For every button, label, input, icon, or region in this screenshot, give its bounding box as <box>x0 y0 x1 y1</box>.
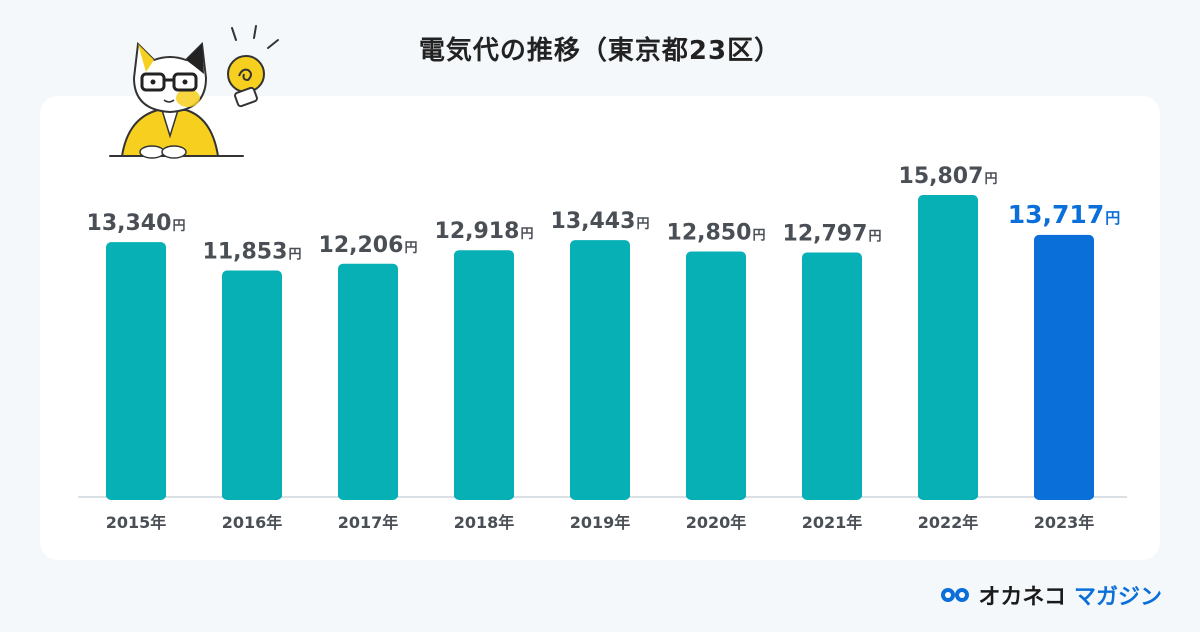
bar-base-2023年 <box>1034 491 1094 497</box>
bar-base-2022年 <box>918 491 978 497</box>
owl-eyes-icon <box>941 588 970 602</box>
value-label-2017年: 12,206円 <box>319 233 418 258</box>
bar-base-2016年 <box>222 491 282 497</box>
chart-title: 電気代の推移（東京都23区） <box>418 36 782 66</box>
lightbulb-icon <box>227 25 279 108</box>
x-tick-label-2022年: 2022年 <box>918 513 979 532</box>
bar-2023年 <box>1034 234 1094 500</box>
bar-2020年 <box>686 251 746 500</box>
bar-2022年 <box>918 195 978 500</box>
value-label-2018年: 12,918円 <box>435 219 534 244</box>
bar-2016年 <box>222 270 282 500</box>
value-label-2016年: 11,853円 <box>203 240 302 265</box>
x-tick-label-2023年: 2023年 <box>1034 513 1095 532</box>
brand-name-part1: オカネコ <box>978 585 1066 610</box>
x-tick-label-2021年: 2021年 <box>802 513 863 532</box>
bar-base-2015年 <box>106 491 166 497</box>
x-tick-label-2016年: 2016年 <box>222 513 283 532</box>
x-tick-label-2015年: 2015年 <box>106 513 167 532</box>
bar-2021年 <box>802 252 862 500</box>
x-tick-label-2020年: 2020年 <box>686 513 747 532</box>
bar-base-2017年 <box>338 491 398 497</box>
bar-base-2018年 <box>454 491 514 497</box>
bar-base-2021年 <box>802 491 862 497</box>
bar-2015年 <box>106 242 166 500</box>
value-label-2021年: 12,797円 <box>783 222 882 247</box>
value-label-2019年: 13,443円 <box>551 209 650 234</box>
bar-2019年 <box>570 240 630 500</box>
cat-mascot-icon <box>109 25 279 159</box>
bar-base-2019年 <box>570 491 630 497</box>
x-tick-label-2017年: 2017年 <box>338 513 399 532</box>
brand-logo: オカネコ マガジン <box>940 580 1162 610</box>
bar-2017年 <box>338 263 398 500</box>
bar-base-2020年 <box>686 491 746 497</box>
value-label-2023年: 13,717円 <box>1008 200 1121 229</box>
x-tick-label-2019年: 2019年 <box>570 513 631 532</box>
value-label-2015年: 13,340円 <box>87 211 186 236</box>
value-label-2020年: 12,850円 <box>667 220 766 245</box>
x-tick-label-2018年: 2018年 <box>454 513 515 532</box>
brand-name-part2: マガジン <box>1073 585 1162 610</box>
bar-2018年 <box>454 250 514 500</box>
value-label-2022年: 15,807円 <box>899 164 998 189</box>
